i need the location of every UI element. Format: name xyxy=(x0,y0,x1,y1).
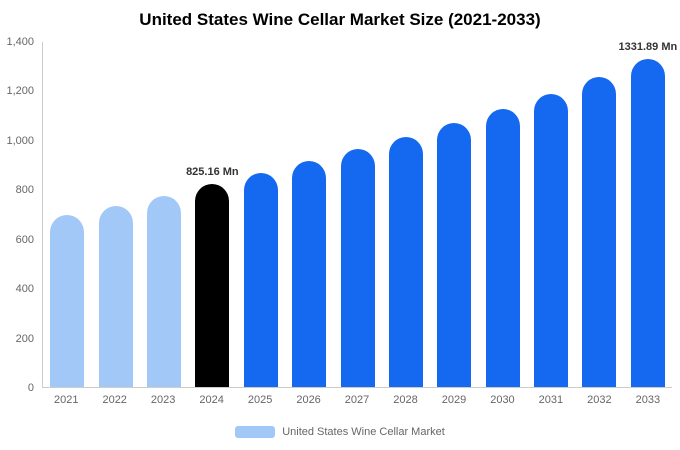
bar-2033[interactable]: 1331.89 Mn xyxy=(619,41,677,387)
y-axis-tick-label: 0 xyxy=(27,382,34,394)
y-axis-tick-label: 1,200 xyxy=(6,85,34,98)
bar-2021[interactable] xyxy=(50,214,85,387)
bar-2029[interactable] xyxy=(437,123,472,387)
x-axis-label-2025: 2025 xyxy=(247,394,273,406)
x-axis-label-2024: 2024 xyxy=(199,394,224,406)
bar-slot xyxy=(237,42,285,387)
legend-item[interactable]: United States Wine Cellar Market xyxy=(0,426,680,438)
bar-slot xyxy=(430,42,478,387)
bar-2022[interactable] xyxy=(98,205,133,387)
x-axis-label-2021: 2021 xyxy=(53,394,79,406)
bar-slot xyxy=(527,42,575,387)
data-label-2024: 825.16 Mn xyxy=(186,165,239,178)
y-axis-tick-label: 400 xyxy=(15,283,34,296)
y-axis-tick-label: 800 xyxy=(15,184,34,197)
bar-slot xyxy=(43,42,91,387)
bar-slot xyxy=(140,42,188,387)
x-axis-label-2031: 2031 xyxy=(538,394,564,406)
y-axis-tick-label: 1,000 xyxy=(6,134,34,147)
x-axis-label-2032: 2032 xyxy=(587,394,612,406)
bar-2026[interactable] xyxy=(292,161,327,387)
chart-title: United States Wine Cellar Market Size (2… xyxy=(139,10,541,29)
bar-slot: 1331.89 Mn xyxy=(619,41,677,387)
bar-slot xyxy=(575,42,623,387)
bar-2032[interactable] xyxy=(582,77,617,387)
bar-slot xyxy=(479,42,527,387)
bar-2023[interactable] xyxy=(146,196,181,387)
bars-group: 825.16 Mn 1331.89 Mn xyxy=(43,41,677,387)
x-axis-label-2029: 2029 xyxy=(441,394,467,406)
bar-slot xyxy=(285,42,333,387)
data-label-2033: 1331.89 Mn xyxy=(618,40,678,53)
bar-slot xyxy=(382,42,430,387)
y-axis-tick-label: 600 xyxy=(15,233,34,246)
bar-2030[interactable] xyxy=(485,109,520,387)
legend-label: United States Wine Cellar Market xyxy=(282,426,445,438)
x-axis-label-2030: 2030 xyxy=(490,394,515,406)
bar-2027[interactable] xyxy=(340,149,375,387)
x-axis-label-2027: 2027 xyxy=(344,394,370,406)
x-axis-label-2026: 2026 xyxy=(296,394,321,406)
bar-2025[interactable] xyxy=(243,172,278,387)
bar-slot: 825.16 Mn xyxy=(186,42,239,387)
bar-2024[interactable]: 825.16 Mn xyxy=(186,166,239,387)
y-axis: 0 200 400 600 800 1,000 1,200 1,400 xyxy=(0,36,38,394)
bar-2028[interactable] xyxy=(388,136,423,387)
plot-area: 825.16 Mn 1331.89 Mn xyxy=(42,41,677,388)
x-axis: 2021 2022 2023 2024 2025 2026 2027 2028 2029 2030… xyxy=(42,394,672,406)
x-axis-label-2028: 2028 xyxy=(393,394,418,406)
x-axis-label-2033: 2033 xyxy=(635,394,661,406)
legend-swatch-icon xyxy=(235,426,276,438)
x-axis-label-2023: 2023 xyxy=(150,394,176,406)
y-axis-tick-label: 200 xyxy=(15,332,34,345)
bar-slot xyxy=(91,42,139,387)
bar-slot xyxy=(333,42,381,387)
bar-2031[interactable] xyxy=(534,94,569,387)
x-axis-label-2022: 2022 xyxy=(102,394,127,406)
y-axis-tick-label: 1,400 xyxy=(6,36,34,48)
